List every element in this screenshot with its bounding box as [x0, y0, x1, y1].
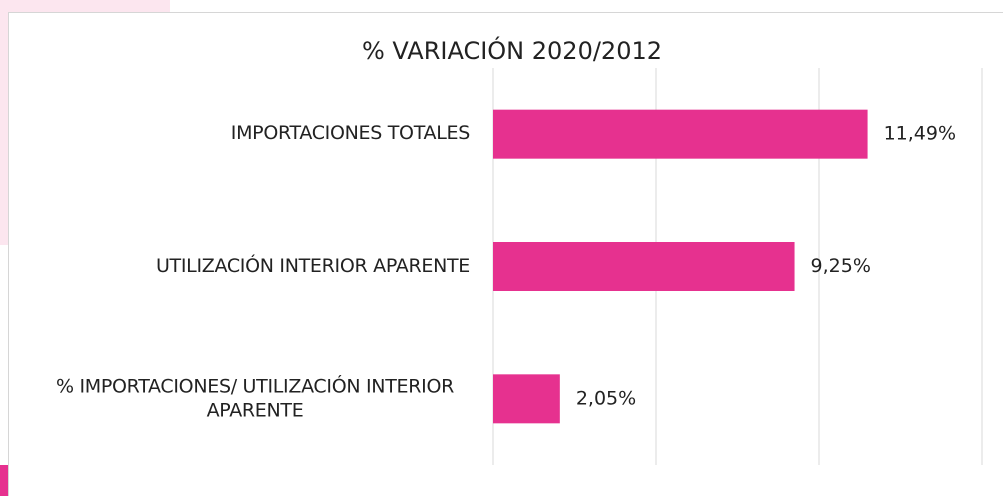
bar	[493, 109, 868, 159]
category-label: IMPORTACIONES TOTALES	[230, 122, 471, 145]
category-label: % IMPORTACIONES/ UTILIZACIÓN INTERIOR AP…	[55, 375, 454, 421]
chart-title: % VARIACIÓN 2020/2012	[362, 35, 662, 65]
bar	[493, 374, 560, 424]
bar	[493, 242, 795, 291]
category-label: UTILIZACIÓN INTERIOR APARENTE	[155, 254, 470, 277]
data-label: 9,25%	[811, 255, 871, 277]
data-label: 11,49%	[884, 123, 956, 145]
data-label: 2,05%	[576, 387, 636, 409]
